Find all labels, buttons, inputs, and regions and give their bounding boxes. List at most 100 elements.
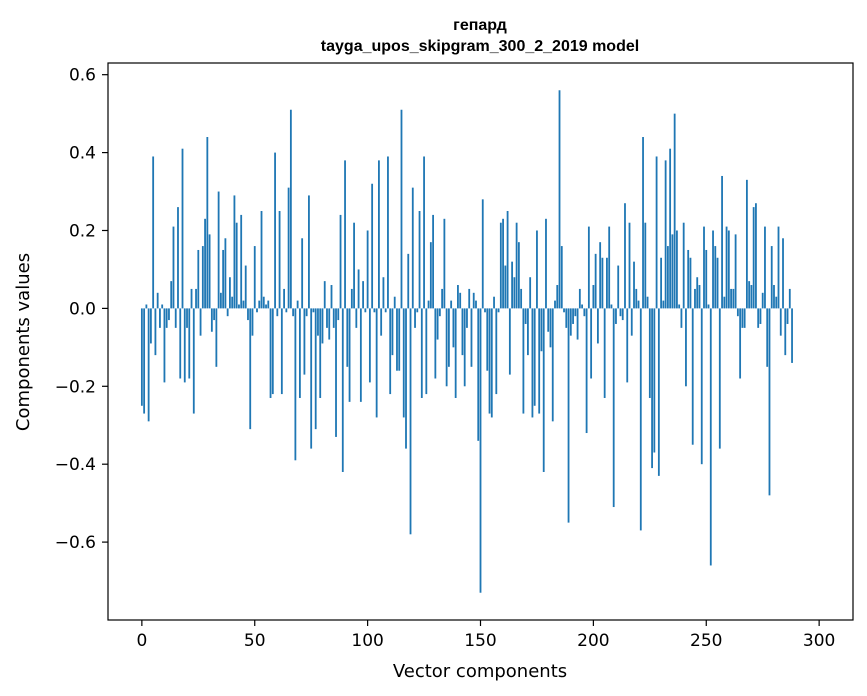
bar — [350, 288, 353, 309]
bar — [269, 308, 272, 398]
bar — [321, 308, 324, 344]
bar — [723, 296, 726, 309]
bar — [673, 113, 676, 309]
bar — [520, 288, 523, 309]
bar — [606, 257, 608, 309]
bar — [542, 308, 545, 472]
bar — [265, 304, 267, 309]
bar — [558, 90, 561, 309]
bar — [547, 308, 550, 332]
bar — [454, 308, 457, 398]
bar — [725, 226, 728, 309]
bar — [461, 308, 464, 356]
bar — [488, 308, 491, 414]
bar — [382, 277, 385, 309]
bar — [574, 308, 577, 317]
bar — [384, 308, 387, 313]
bar — [186, 308, 188, 328]
bar — [292, 308, 295, 317]
bar — [366, 230, 369, 309]
bar — [696, 277, 699, 309]
x-tick-label: 100 — [351, 631, 383, 651]
bar — [569, 308, 572, 336]
bar — [163, 308, 166, 383]
bar — [396, 308, 398, 371]
bar — [721, 175, 723, 309]
bar — [748, 281, 751, 309]
x-axis-ticks: 0 50 100 150 200 250 300 — [136, 620, 835, 651]
bar — [779, 308, 782, 336]
bar — [409, 308, 412, 535]
bar — [777, 226, 780, 309]
bar — [450, 300, 453, 309]
bar — [578, 288, 581, 309]
bar — [348, 308, 351, 402]
bar — [226, 308, 229, 317]
bar — [274, 152, 276, 309]
bar — [251, 308, 254, 336]
bar — [551, 308, 554, 422]
bar — [581, 304, 583, 309]
bar — [678, 304, 681, 309]
bar — [698, 285, 701, 309]
bar — [319, 308, 322, 398]
bar — [615, 308, 617, 324]
bar — [572, 308, 574, 324]
bar — [732, 288, 735, 309]
bar — [533, 308, 536, 406]
bar — [755, 203, 757, 309]
bar — [635, 288, 638, 309]
bar — [429, 242, 432, 309]
bar — [700, 308, 703, 465]
bar — [486, 308, 489, 371]
bar — [296, 300, 299, 309]
bar — [691, 308, 694, 445]
bar — [644, 222, 647, 309]
bar — [140, 308, 143, 406]
bar — [411, 187, 414, 309]
bar — [714, 246, 717, 309]
bar — [373, 308, 376, 313]
bar — [233, 195, 236, 309]
bar — [387, 156, 389, 309]
bar — [587, 226, 590, 309]
bar — [362, 281, 365, 309]
bar — [660, 257, 663, 309]
bar — [147, 308, 150, 422]
bar — [556, 285, 559, 309]
bar — [346, 308, 349, 367]
bar — [468, 288, 471, 309]
bar — [669, 148, 672, 309]
bar — [378, 160, 380, 309]
bar — [375, 308, 378, 418]
bar — [583, 308, 586, 317]
bar — [685, 308, 687, 387]
bar — [594, 253, 597, 309]
bar — [545, 218, 547, 309]
bar — [195, 288, 197, 309]
bar — [423, 156, 425, 309]
bar — [414, 308, 416, 328]
bar — [603, 308, 606, 398]
bar — [610, 304, 613, 309]
bar — [497, 308, 500, 313]
bar — [149, 308, 152, 344]
bar — [177, 207, 179, 309]
bar — [766, 308, 769, 367]
bar — [617, 265, 620, 309]
bar — [285, 308, 288, 313]
bar — [703, 226, 705, 309]
bar — [745, 179, 748, 309]
bar — [682, 222, 685, 309]
bar — [181, 148, 184, 309]
bar — [531, 308, 534, 418]
x-tick-label: 200 — [577, 631, 609, 651]
bar — [416, 308, 419, 313]
bar — [664, 160, 667, 309]
bar — [565, 308, 568, 328]
bar — [759, 308, 762, 324]
bar — [716, 257, 719, 309]
bar — [400, 109, 403, 309]
bar — [156, 292, 159, 309]
bar — [736, 308, 739, 317]
